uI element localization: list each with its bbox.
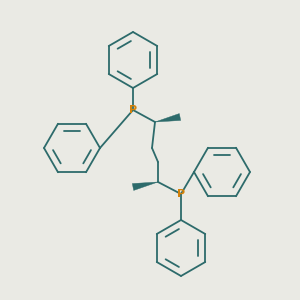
Text: P: P: [177, 189, 185, 199]
Text: P: P: [129, 105, 137, 115]
Polygon shape: [132, 182, 158, 190]
Polygon shape: [155, 114, 181, 122]
